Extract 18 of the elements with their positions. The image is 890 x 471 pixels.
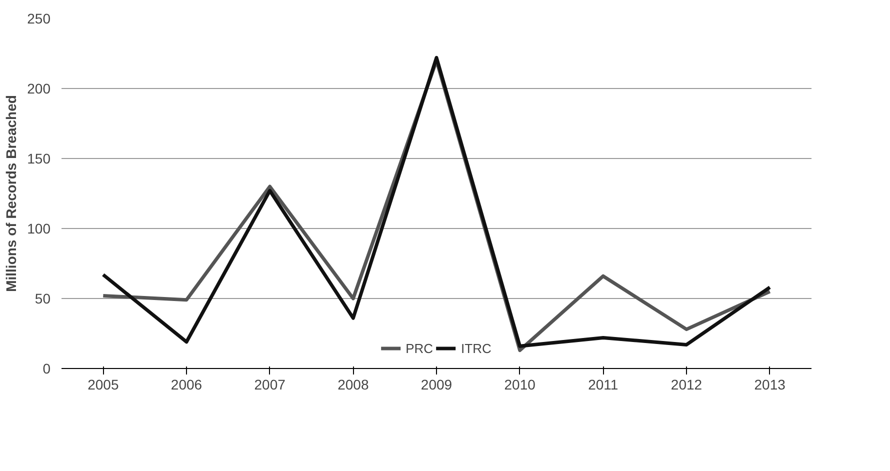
x-tick-label: 2012 — [670, 376, 702, 392]
x-tick-label: 2005 — [88, 376, 119, 392]
legend-label: PRC — [406, 340, 434, 356]
y-axis-title: Millions of Records Breached — [3, 95, 20, 292]
x-tick-label: 2013 — [754, 376, 786, 392]
y-tick-label: 50 — [34, 290, 51, 306]
y-tick-label: 100 — [27, 220, 51, 236]
y-tick-label: 200 — [27, 80, 51, 96]
x-tick-label: 2009 — [420, 376, 452, 392]
y-tick-label: 250 — [27, 10, 51, 26]
y-tick-label: 150 — [27, 150, 51, 166]
x-tick-label: 2010 — [504, 376, 536, 392]
legend-label: ITRC — [461, 340, 492, 356]
y-tick-label: 0 — [42, 360, 51, 376]
x-tick-label: 2006 — [170, 376, 202, 392]
x-tick-label: 2007 — [254, 376, 286, 392]
x-tick-label: 2011 — [588, 376, 618, 392]
x-tick-label: 2008 — [338, 376, 369, 392]
